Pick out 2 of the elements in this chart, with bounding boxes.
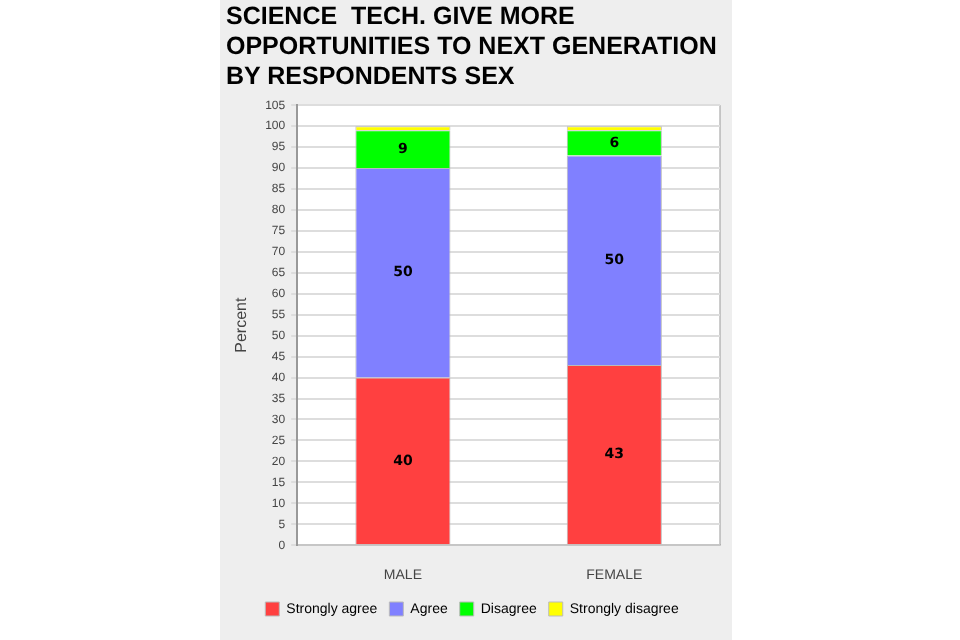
y-axis-title: Percent [232, 296, 251, 353]
chart-title: SCIENCE TECH. GIVE MORE OPPORTUNITIES TO NEXT GENERATION BY RESPONDENTS SEX [226, 2, 719, 92]
